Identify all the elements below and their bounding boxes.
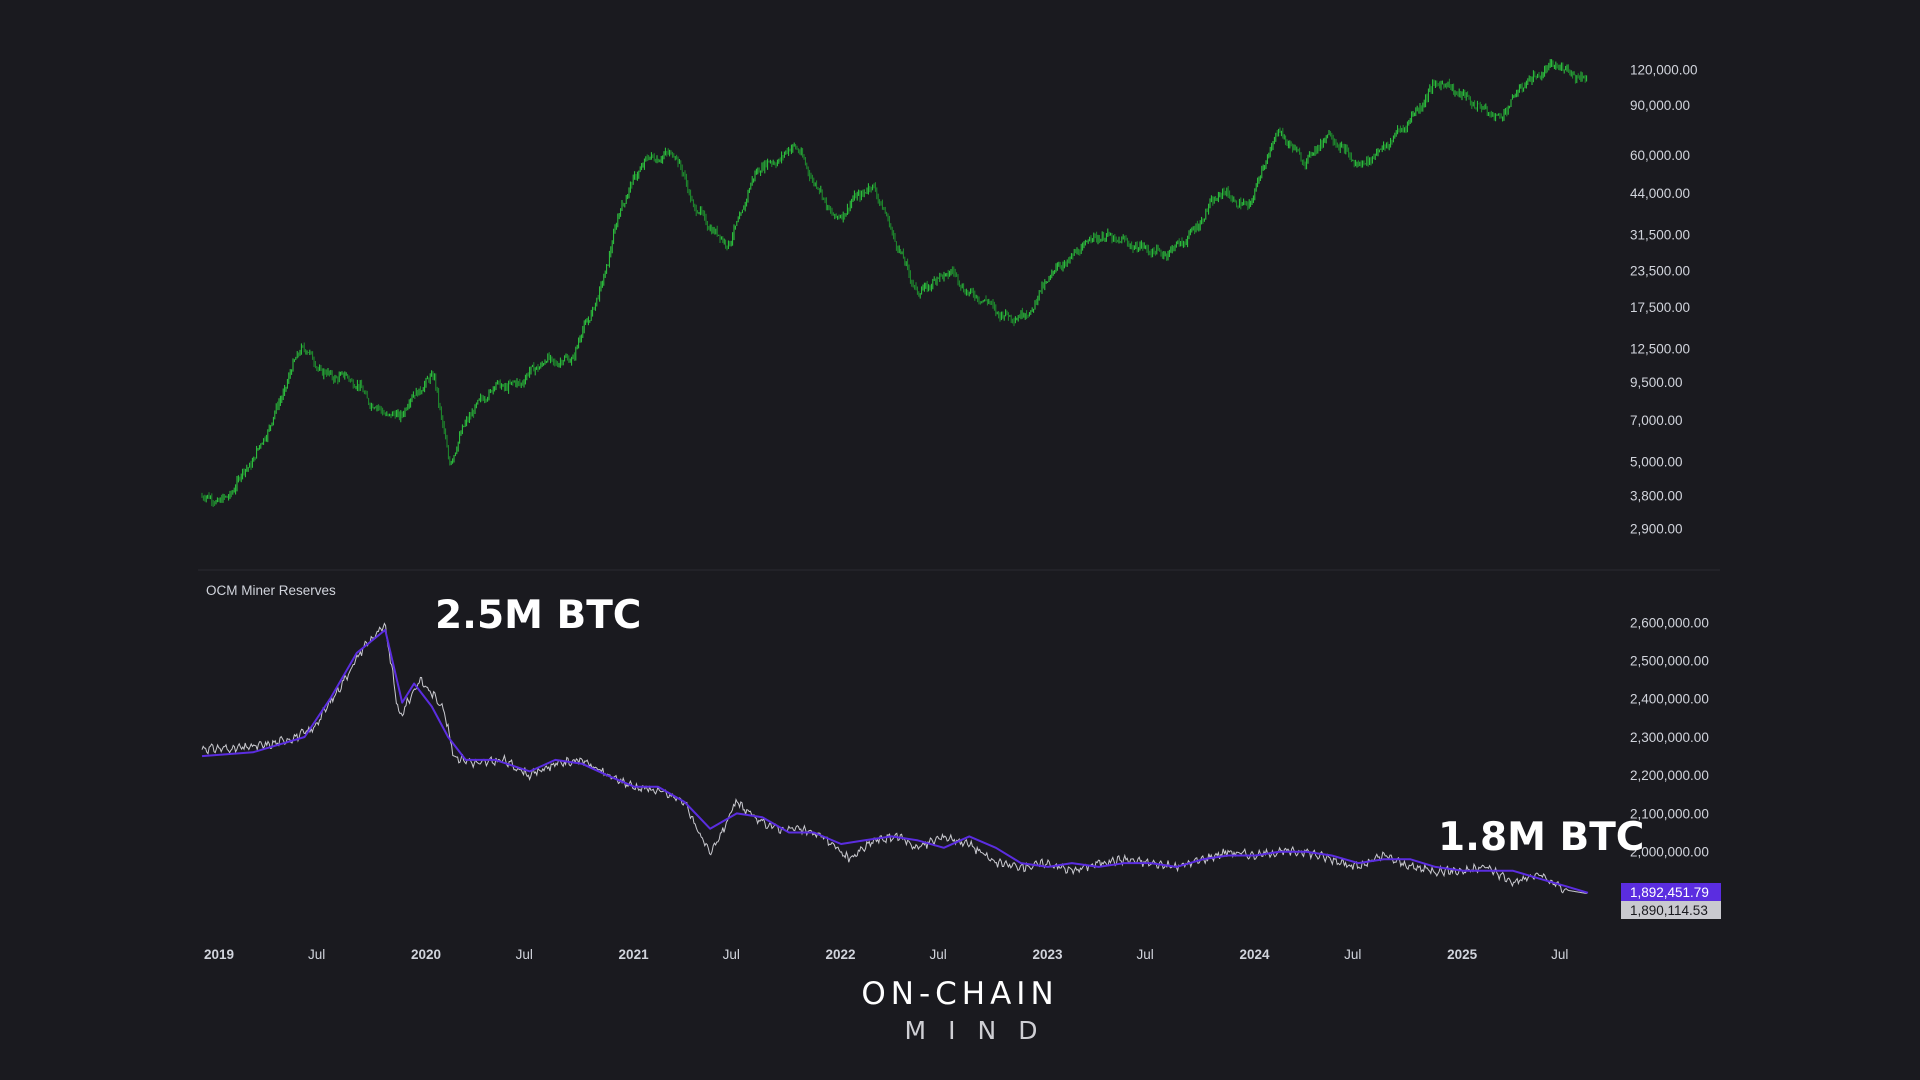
- reserves-pane-title: OCM Miner Reserves: [206, 583, 336, 598]
- price-tick-label: 9,500.00: [1630, 375, 1683, 390]
- time-tick-label: Jul: [1551, 947, 1568, 962]
- time-tick-label: Jul: [1137, 947, 1154, 962]
- price-tick-label: 90,000.00: [1630, 98, 1690, 113]
- reserves-tick-label: 2,500,000.00: [1630, 654, 1709, 669]
- time-tick-label: Jul: [1344, 947, 1361, 962]
- reserves-tick-label: 2,600,000.00: [1630, 615, 1709, 630]
- last-value-badges: 1,892,451.79 1,890,114.53: [1621, 883, 1721, 919]
- price-tick-label: 44,000.00: [1630, 186, 1690, 201]
- price-tick-label: 23,500.00: [1630, 263, 1690, 278]
- price-axis: 120,000.00 90,000.00 60,000.00 44,000.00 31,…: [1630, 62, 1698, 536]
- time-tick-label: Jul: [723, 947, 740, 962]
- reserves-raw-line: [201, 622, 1587, 894]
- price-tick-label: 7,000.00: [1630, 413, 1683, 428]
- price-tick-label: 17,500.00: [1630, 300, 1690, 315]
- time-tick-label: 2020: [411, 947, 441, 962]
- reserves-pane: [201, 622, 1589, 894]
- reserves-axis: 2,600,000.00 2,500,000.00 2,400,000.00 2,30…: [1630, 615, 1709, 859]
- brand-logo-top: ON-CHAIN: [861, 976, 1059, 1012]
- time-tick-label: 2023: [1033, 947, 1064, 962]
- reserves-last-value-badge: [1621, 901, 1721, 919]
- price-tick-label: 60,000.00: [1630, 148, 1690, 163]
- current-annotation: 1.8M BTC: [1438, 815, 1644, 860]
- reserves-tick-label: 2,100,000.00: [1630, 806, 1709, 821]
- reserves-tick-label: 2,000,000.00: [1630, 845, 1709, 860]
- reserves-tick-label: 2,400,000.00: [1630, 692, 1709, 707]
- time-tick-label: Jul: [930, 947, 947, 962]
- ma-last-value-badge: [1621, 883, 1721, 901]
- price-tick-label: 5,000.00: [1630, 454, 1683, 469]
- peak-annotation: 2.5M BTC: [435, 593, 641, 638]
- time-tick-label: 2024: [1240, 947, 1271, 962]
- time-tick-label: 2022: [826, 947, 856, 962]
- price-tick-label: 31,500.00: [1630, 227, 1690, 242]
- price-tick-label: 120,000.00: [1630, 62, 1698, 77]
- price-pane: [201, 59, 1588, 508]
- time-tick-label: 2025: [1447, 947, 1478, 962]
- price-tick-label: 3,800.00: [1630, 488, 1683, 503]
- time-tick-label: 2021: [619, 947, 650, 962]
- time-tick-label: Jul: [308, 947, 325, 962]
- time-tick-label: Jul: [516, 947, 533, 962]
- ma-last-value-text: 1,892,451.79: [1630, 885, 1709, 900]
- price-tick-label: 12,500.00: [1630, 341, 1690, 356]
- reserves-tick-label: 2,300,000.00: [1630, 730, 1709, 745]
- reserves-tick-label: 2,200,000.00: [1630, 768, 1709, 783]
- time-axis: 2019 Jul 2020 Jul 2021 Jul 2022 Jul 2023 Jul 2024 J…: [204, 947, 1568, 962]
- time-tick-label: 2019: [204, 947, 234, 962]
- price-tick-label: 2,900.00: [1630, 522, 1683, 537]
- reserves-last-value-text: 1,890,114.53: [1630, 903, 1708, 918]
- reserves-ma-line: [201, 628, 1589, 894]
- brand-logo-bottom: MIND: [904, 1016, 1060, 1045]
